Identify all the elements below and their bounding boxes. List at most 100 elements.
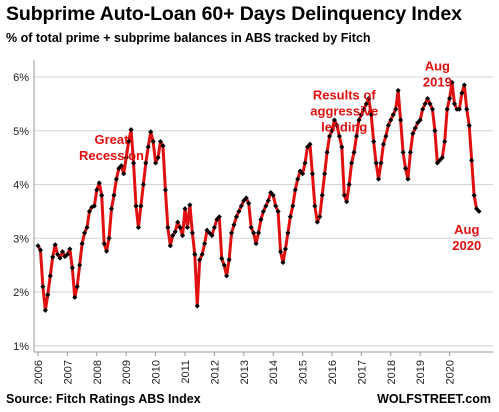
data-point — [138, 203, 144, 209]
data-point — [170, 233, 176, 239]
annotation-line: 2020 — [452, 238, 481, 253]
data-point — [278, 249, 284, 255]
data-point — [268, 190, 274, 196]
data-point — [273, 203, 279, 209]
data-point — [295, 176, 301, 182]
annotation-line: Aug — [454, 222, 479, 237]
annotation: Results of aggressive lending — [310, 88, 378, 135]
annotation: Great Recession — [79, 132, 144, 163]
data-point — [113, 176, 119, 182]
data-point — [437, 157, 443, 163]
data-point — [133, 203, 139, 209]
y-tick-label: 2% — [13, 287, 29, 299]
data-point — [180, 233, 186, 239]
data-point — [108, 206, 115, 212]
data-point — [407, 149, 413, 155]
data-point — [189, 230, 195, 236]
data-point — [150, 138, 156, 145]
data-point — [224, 273, 230, 279]
data-point — [371, 138, 377, 145]
chart-subtitle: % of total prime + subprime balances in … — [6, 31, 371, 45]
data-point — [238, 203, 244, 209]
data-point — [206, 230, 213, 236]
data-point — [187, 202, 193, 208]
x-tick-label: 2011 — [180, 360, 192, 384]
data-point — [253, 241, 259, 247]
data-point — [82, 230, 88, 236]
data-point — [233, 214, 239, 220]
data-point — [204, 227, 210, 233]
x-tick-label: 2009 — [121, 360, 133, 384]
y-tick-label: 6% — [13, 72, 29, 84]
data-point — [336, 133, 342, 139]
data-point — [469, 157, 475, 163]
data-point — [368, 112, 374, 118]
marker-layer — [35, 79, 482, 313]
data-point — [175, 219, 181, 225]
data-point — [155, 155, 161, 161]
data-point — [148, 129, 154, 135]
x-tick-label: 2016 — [327, 360, 339, 384]
data-point — [339, 144, 345, 150]
data-point — [317, 214, 323, 220]
data-point — [64, 251, 70, 257]
data-point — [131, 160, 137, 166]
data-point — [104, 248, 110, 254]
chart-title: Subprime Auto-Loan 60+ Days Delinquency … — [6, 3, 462, 25]
data-point — [255, 230, 262, 236]
data-point — [243, 195, 249, 201]
data-point — [329, 128, 335, 134]
data-point — [285, 230, 291, 236]
x-axis-ticks: 2006 2007 2008 2009 2010 2011 2012 2013 2014 2015… — [33, 352, 457, 384]
x-tick-label: 2019 — [415, 360, 427, 384]
data-point — [476, 208, 482, 214]
data-point — [229, 230, 235, 236]
annotation-line: Results of — [313, 88, 377, 103]
data-point — [341, 192, 347, 198]
series-layer — [36, 80, 481, 312]
annotation: Aug 2019 — [423, 59, 452, 90]
data-point — [309, 171, 315, 177]
x-tick-label: 2008 — [92, 360, 104, 384]
data-point — [143, 160, 149, 166]
data-point — [248, 224, 254, 231]
annotation-line: Aug — [425, 59, 450, 74]
data-point — [439, 155, 445, 161]
data-point — [135, 224, 141, 231]
data-point — [211, 224, 217, 231]
data-point — [162, 187, 168, 193]
data-point — [40, 284, 46, 290]
y-axis-ticks: 1% 2% 3% 4% 5% 6% — [13, 72, 29, 353]
data-point — [184, 224, 190, 231]
x-tick-label: 2006 — [33, 360, 45, 384]
data-point — [69, 265, 75, 271]
axes — [33, 60, 493, 353]
data-point — [177, 224, 183, 231]
x-tick-label: 2017 — [356, 360, 368, 384]
data-point — [346, 181, 352, 188]
data-point — [77, 262, 83, 268]
data-point — [231, 222, 237, 228]
data-point — [153, 160, 159, 166]
data-point — [402, 165, 409, 171]
data-point — [398, 117, 404, 123]
data-point — [395, 87, 401, 93]
data-point — [466, 122, 472, 128]
data-point — [405, 176, 411, 182]
data-point — [280, 259, 286, 265]
site-credit: WOLFSTREET.com — [377, 392, 491, 406]
x-tick-label: 2010 — [151, 360, 163, 384]
data-point — [219, 256, 225, 262]
data-point — [192, 251, 198, 257]
data-point — [160, 143, 166, 149]
data-point — [236, 208, 242, 214]
data-point — [216, 214, 222, 220]
data-point — [241, 198, 247, 204]
x-tick-label: 2012 — [209, 360, 221, 384]
data-point — [246, 200, 252, 206]
annotation: Aug 2020 — [452, 222, 481, 253]
data-point — [275, 208, 281, 214]
y-tick-label: 4% — [13, 180, 29, 192]
data-point — [123, 155, 129, 161]
